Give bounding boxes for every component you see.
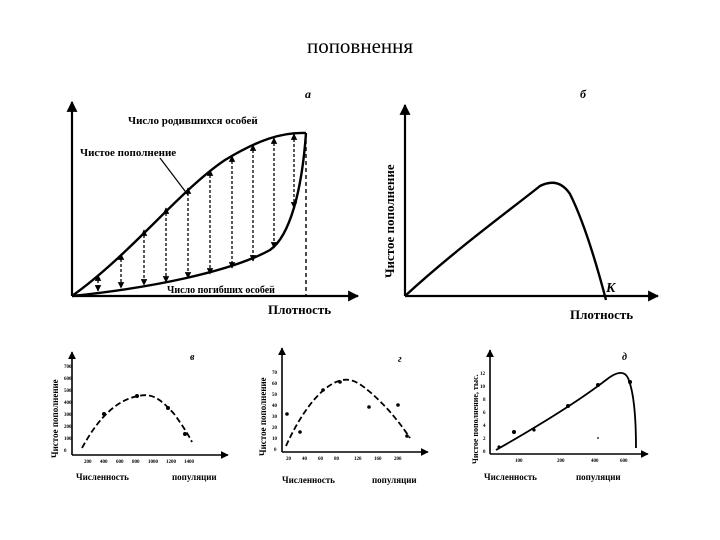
panel-g-points — [285, 380, 409, 438]
net-recruitment-curve — [404, 181, 608, 301]
svg-text:300: 300 — [64, 413, 72, 418]
net-label-pointer — [159, 157, 189, 196]
panel-b-letter: б — [580, 87, 587, 101]
panel-d-xticks: 100 200 400 600 — [515, 459, 628, 464]
panel-g-curve — [285, 378, 411, 447]
panel-v-ylabel: Чистое пополнение — [50, 379, 60, 458]
svg-text:12: 12 — [480, 372, 486, 377]
panel-b: б K Плотность Чистое пополнение — [382, 87, 660, 322]
svg-text:500: 500 — [64, 389, 72, 394]
svg-text:40: 40 — [272, 404, 278, 409]
svg-text:400: 400 — [64, 401, 72, 406]
panel-d-curve — [495, 372, 637, 451]
svg-text:160: 160 — [374, 457, 382, 462]
svg-text:60: 60 — [318, 457, 324, 462]
svg-text:30: 30 — [272, 415, 278, 420]
svg-text:60: 60 — [272, 382, 278, 387]
deaths-curve — [71, 132, 308, 298]
svg-text:20: 20 — [286, 457, 292, 462]
panel-g-xticks: 20 40 60 80 120 160 200 — [286, 457, 402, 462]
svg-text:400: 400 — [591, 459, 599, 464]
panel-d-yticks: 0 2 4 6 8 10 12 — [480, 372, 486, 455]
panel-b-xlabel: Плотность — [570, 307, 633, 322]
svg-text:4: 4 — [483, 424, 486, 429]
panel-v: 0 100 200 300 400 500 600 700 200 400 60… — [50, 351, 229, 482]
panel-d-axes — [486, 349, 649, 458]
svg-text:0: 0 — [64, 449, 67, 454]
panel-b-axes — [399, 103, 660, 302]
deaths-label: Число погибших особей — [167, 285, 275, 296]
net-recruitment-label: Чистое пополнение — [80, 147, 176, 159]
svg-text:200: 200 — [84, 460, 92, 465]
svg-text:600: 600 — [116, 460, 124, 465]
panel-g-letter: г — [398, 354, 402, 365]
svg-text:200: 200 — [64, 425, 72, 430]
svg-text:1400: 1400 — [184, 460, 195, 465]
svg-text:100: 100 — [64, 437, 72, 442]
panel-g-axes — [278, 347, 429, 456]
svg-text:800: 800 — [132, 460, 140, 465]
panel-v-xlabel-1: Численность — [76, 472, 129, 482]
panel-b-ylabel: Чистое пополнение — [382, 164, 397, 278]
svg-text:50: 50 — [272, 393, 278, 398]
svg-text:8: 8 — [483, 398, 486, 403]
svg-text:6: 6 — [483, 411, 486, 416]
panel-a-axes — [66, 100, 360, 302]
panel-d-ylabel: Чистое пополнение, тыс. — [471, 374, 480, 464]
panel-v-yticks: 0 100 200 300 400 500 600 700 — [64, 365, 72, 454]
svg-text:70: 70 — [272, 371, 278, 376]
svg-text:200: 200 — [394, 457, 402, 462]
births-label: Число родившихся особей — [128, 115, 258, 127]
svg-text:100: 100 — [515, 459, 523, 464]
panel-g-yticks: 0 10 20 30 40 50 60 70 — [272, 371, 278, 453]
svg-text:1000: 1000 — [148, 460, 159, 465]
svg-text:0: 0 — [483, 450, 486, 455]
svg-text:80: 80 — [334, 457, 340, 462]
panel-d-letter: д — [622, 352, 627, 363]
panel-g-xlabel-1: Численность — [282, 475, 335, 485]
svg-text:200: 200 — [557, 459, 565, 464]
svg-text:1200: 1200 — [166, 460, 177, 465]
panel-v-xlabel-2: популяции — [172, 472, 217, 482]
panel-d-points — [497, 380, 632, 449]
panel-v-xticks: 200 400 600 800 1000 1200 1400 — [84, 460, 195, 465]
panel-a-xlabel: Плотность — [268, 302, 331, 317]
panel-v-points — [102, 394, 187, 436]
svg-text:40: 40 — [302, 457, 308, 462]
panel-g-ylabel: Чистое пополнение — [258, 377, 268, 456]
k-label: K — [605, 281, 617, 296]
svg-text:20: 20 — [272, 426, 278, 431]
panel-d: 0 2 4 6 8 10 12 100 200 400 600 д Числен… — [471, 349, 649, 482]
svg-text:0: 0 — [274, 448, 277, 453]
svg-text:600: 600 — [620, 459, 628, 464]
panel-g-xlabel-2: популяции — [372, 475, 417, 485]
svg-text:2: 2 — [483, 437, 486, 442]
panel-v-curve — [81, 394, 193, 449]
svg-text:10: 10 — [480, 385, 486, 390]
svg-text:700: 700 — [64, 365, 72, 370]
panel-a: а Число родившихся особей Чистое пополне… — [66, 87, 360, 317]
panel-g: 0 10 20 30 40 50 60 70 20 40 60 80 120 1… — [258, 347, 429, 485]
panel-d-xlabel-1: Численность — [484, 472, 537, 482]
svg-text:600: 600 — [64, 377, 72, 382]
panel-v-letter: в — [190, 352, 195, 363]
svg-text:400: 400 — [100, 460, 108, 465]
panel-a-letter: а — [305, 87, 311, 101]
panel-v-axes — [68, 351, 229, 459]
net-recruitment-arrows — [94, 133, 298, 292]
svg-text:120: 120 — [354, 457, 362, 462]
panel-d-xlabel-2: популяции — [576, 472, 621, 482]
svg-text:10: 10 — [272, 437, 278, 442]
slide-title: поповнення — [306, 34, 414, 58]
